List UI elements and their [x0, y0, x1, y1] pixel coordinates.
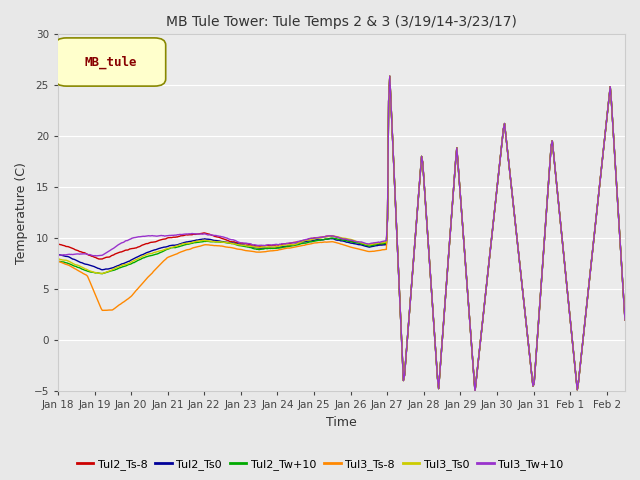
Text: MB_tule: MB_tule	[84, 56, 137, 69]
Title: MB Tule Tower: Tule Temps 2 & 3 (3/19/14-3/23/17): MB Tule Tower: Tule Temps 2 & 3 (3/19/14…	[166, 15, 517, 29]
FancyBboxPatch shape	[55, 38, 166, 86]
Legend: Tul2_Ts-8, Tul2_Ts0, Tul2_Tw+10, Tul3_Ts-8, Tul3_Ts0, Tul3_Tw+10: Tul2_Ts-8, Tul2_Ts0, Tul2_Tw+10, Tul3_Ts…	[72, 455, 568, 474]
X-axis label: Time: Time	[326, 416, 357, 429]
Y-axis label: Temperature (C): Temperature (C)	[15, 162, 28, 264]
